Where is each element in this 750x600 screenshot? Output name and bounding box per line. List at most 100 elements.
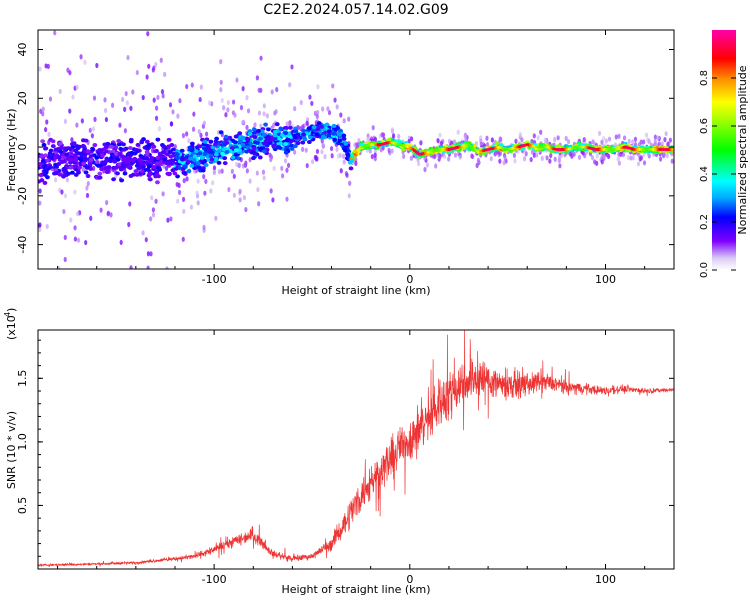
spectrogram-ridge-cell xyxy=(259,129,265,134)
spectrogram-ridge-cell xyxy=(223,134,229,139)
snr-panel: -100 0 100 0.5 1.0 1.5 Height of straight lin… xyxy=(3,308,675,596)
spectrogram-background-speck xyxy=(323,154,327,160)
spectrogram-background-speck xyxy=(489,156,493,162)
spectrogram-ridge-cell xyxy=(111,177,116,182)
snr-axes: -100 0 100 0.5 1.0 1.5 xyxy=(16,330,674,586)
spectrogram-background-speck xyxy=(118,122,122,128)
spectrogram-background-speck xyxy=(387,147,391,154)
spectrogram-background-speck xyxy=(232,173,236,179)
spectrogram-ridge-cell xyxy=(258,136,263,141)
spectrogram-ridge-cell xyxy=(121,142,126,147)
spectrogram-background-speck xyxy=(207,100,212,106)
spectrogram-background-speck xyxy=(633,136,638,142)
spectrogram-ridge-cell xyxy=(126,164,132,169)
spectrogram-background-speck xyxy=(84,239,88,246)
spectrogram-background-speck xyxy=(553,156,557,162)
spectrogram-background-speck xyxy=(146,31,150,37)
spectrogram-background-speck xyxy=(539,129,543,135)
spectrogram-background-speck xyxy=(373,136,378,142)
spectrogram-ridge-cell xyxy=(213,139,219,144)
spectrogram-ridge-cell xyxy=(144,144,150,149)
spectrogram-background-speck xyxy=(290,64,294,70)
spectrogram-ridge-cell xyxy=(261,149,267,154)
spectrogram-background-speck xyxy=(631,139,635,145)
spectrogram-background-speck xyxy=(98,303,101,308)
spectrogram-background-speck xyxy=(370,153,374,160)
spectrogram-ridge-cell xyxy=(57,172,63,177)
spectrogram-background-speck xyxy=(123,106,127,112)
snr-y-tick-label: 1.0 xyxy=(16,433,29,451)
spectrogram-ridge-cell xyxy=(44,158,50,163)
spectrogram-background-speck xyxy=(458,154,462,160)
spectrogram-background-speck xyxy=(76,237,81,243)
spectrogram-background-speck xyxy=(476,157,480,164)
spectrogram-ridge-cell xyxy=(165,171,171,176)
spectrogram-background-speck xyxy=(224,112,228,118)
spectrogram-ridge-cell xyxy=(197,144,203,149)
spectrogram-background-speck xyxy=(416,161,421,167)
spectrogram-background-speck xyxy=(536,135,540,141)
spectrogram-ridge-cell xyxy=(200,168,206,173)
spectrogram-ridge-cell xyxy=(157,160,163,165)
spectrogram-background-speck xyxy=(310,100,314,107)
spectrogram-background-speck xyxy=(202,120,206,126)
spectrogram-background-speck xyxy=(512,152,517,158)
spectrogram-ridge-cell xyxy=(151,165,157,170)
spectrogram-background-speck xyxy=(329,145,334,152)
spectrogram-background-speck xyxy=(181,236,185,242)
spectrogram-ridge-cell xyxy=(121,157,126,162)
colorbar-tick-label: 0.0 xyxy=(699,262,710,278)
spectrogram-background-speck xyxy=(304,147,308,153)
spectrogram-ridge-cell xyxy=(43,153,48,158)
spectrogram-background-speck xyxy=(597,130,602,136)
spectrogram-ridge-cell xyxy=(174,155,180,160)
spectrogram-ridge-cell xyxy=(169,159,175,164)
colorbar-ticks: 0.0 0.2 0.4 0.6 0.8 xyxy=(699,70,736,278)
spectrogram-background-speck xyxy=(591,139,595,145)
spectrogram-background-speck xyxy=(219,79,223,85)
spectrogram-background-speck xyxy=(503,155,507,161)
spectrogram-background-speck xyxy=(663,137,667,143)
spectrogram-ridge-cell xyxy=(38,179,42,184)
spectrogram-ridge-cell xyxy=(141,164,146,169)
spectrogram-background-speck xyxy=(321,142,325,148)
spectrogram-background-speck xyxy=(219,59,223,65)
spectrogram-background-speck xyxy=(119,239,123,246)
spectrogram-background-speck xyxy=(63,256,67,263)
spectrogram-ridge-cell xyxy=(252,135,258,140)
spectrogram-background-speck xyxy=(285,167,289,173)
spectrogram-background-speck xyxy=(83,59,87,65)
spectrogram-ridge-cell xyxy=(50,144,56,149)
spectrogram-ridge-cell xyxy=(278,141,283,146)
spectrogram-ridge-cell xyxy=(240,142,246,147)
spectrogram-background-speck xyxy=(121,96,125,103)
spectrogram-background-speck xyxy=(535,152,539,158)
spectrogram-ridge-cell xyxy=(284,145,290,150)
spectrogram-background-speck xyxy=(79,54,83,60)
spectrogram-ridge-cell xyxy=(288,139,294,144)
spectrogram-background-speck xyxy=(617,160,622,166)
spectrogram-background-speck xyxy=(288,82,292,88)
spectrogram-ridge-cell xyxy=(48,148,54,153)
spectrogram-ridge-cell xyxy=(174,152,180,157)
spectrogram-background-speck xyxy=(631,155,635,161)
spectrogram-background-speck xyxy=(310,159,315,165)
spectrogram-ridge-cell xyxy=(301,132,306,137)
spectrogram-ridge-cell xyxy=(153,174,159,179)
spectrogram-ridge-cell xyxy=(272,133,278,138)
spectrogram-background-speck xyxy=(124,90,128,97)
spectrogram-ridge-cell xyxy=(292,135,298,140)
spectrogram-ridge-cell xyxy=(144,139,150,144)
spectrogram-background-speck xyxy=(409,155,413,161)
spectrogram-ridge-cell xyxy=(188,156,193,161)
spectrogram-background-speck xyxy=(439,140,444,146)
spectrogram-background-speck xyxy=(154,198,158,204)
spectrogram-background-speck xyxy=(202,174,206,180)
spectrogram-frame xyxy=(37,29,675,270)
spectrogram-ridge-cell xyxy=(38,172,44,177)
spectrogram-background-speck xyxy=(653,134,657,140)
spectrogram-background-speck xyxy=(151,212,156,218)
spectrogram-ridge-cell xyxy=(202,139,208,144)
spectrogram-background-speck xyxy=(69,217,73,223)
spectrogram-ridge-cell xyxy=(235,156,241,161)
